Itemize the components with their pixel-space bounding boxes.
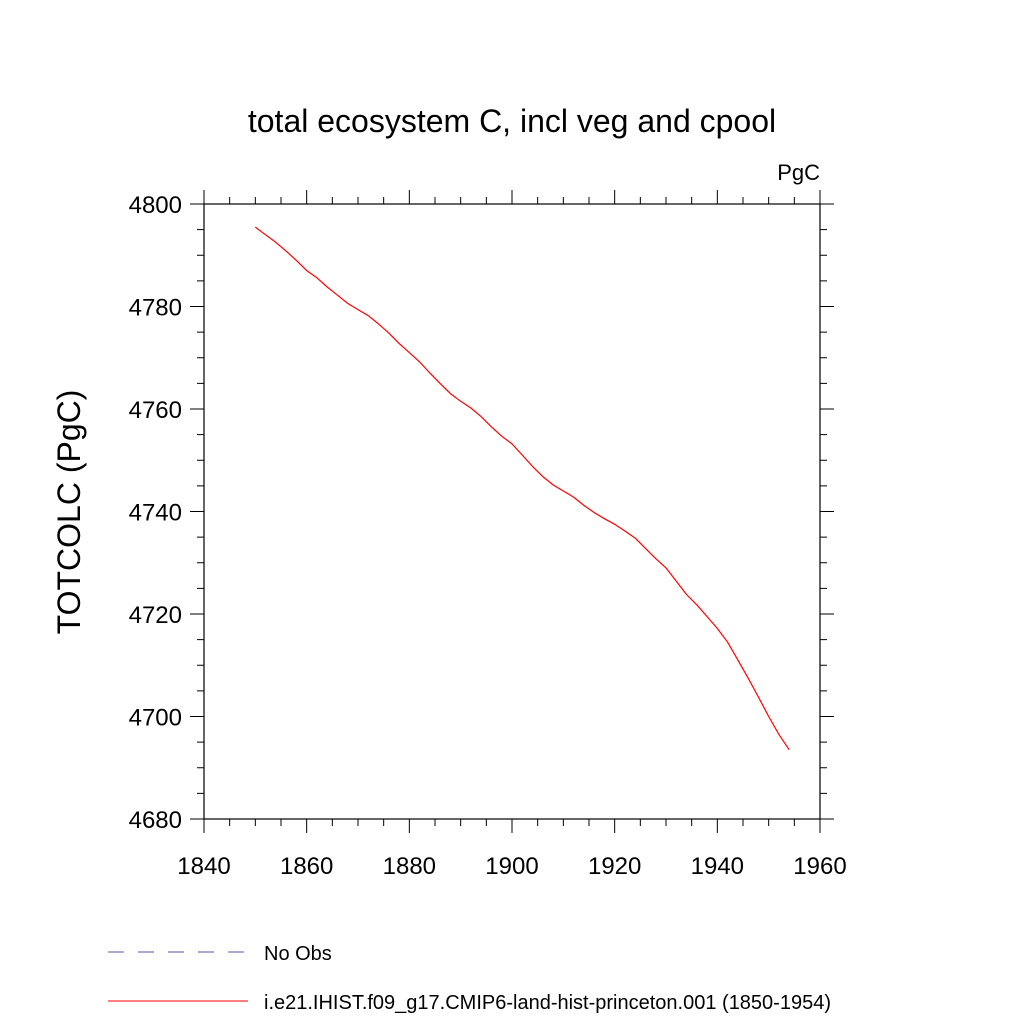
chart-title: total ecosystem C, incl veg and cpool [248,103,776,139]
legend-label: No Obs [264,943,332,965]
y-tick-label: 4740 [129,500,182,527]
y-tick-label: 4700 [129,705,182,732]
series-line [254,226,790,751]
y-tick-label: 4800 [129,192,182,219]
units-label: PgC [777,160,820,185]
plot-frame [203,203,821,820]
y-tick-label: 4760 [129,397,182,424]
y-tick-label: 4780 [129,295,182,322]
x-tick-label: 1880 [383,853,436,880]
x-tick-label: 1900 [485,853,538,880]
y-tick-label: 4720 [129,602,182,629]
x-tick-label: 1860 [280,853,333,880]
series-group [254,226,790,751]
x-tick-label: 1940 [691,853,744,880]
legend: No Obs i.e21.IHIST.f09_g17.CMIP6-land-his… [108,943,831,1014]
axes [203,203,821,820]
x-tick-label: 1920 [588,853,641,880]
y-axis-label: TOTCOLC (PgC) [51,390,87,635]
x-tick-label: 1840 [177,853,230,880]
ticks-group: 1840 1860 1880 1900 1920 1940 1960 4680 4700 4720… [129,190,847,880]
y-tick-label: 4680 [129,807,182,834]
legend-label: i.e21.IHIST.f09_g17.CMIP6-land-hist-prin… [264,992,831,1014]
x-tick-label: 1960 [793,853,846,880]
